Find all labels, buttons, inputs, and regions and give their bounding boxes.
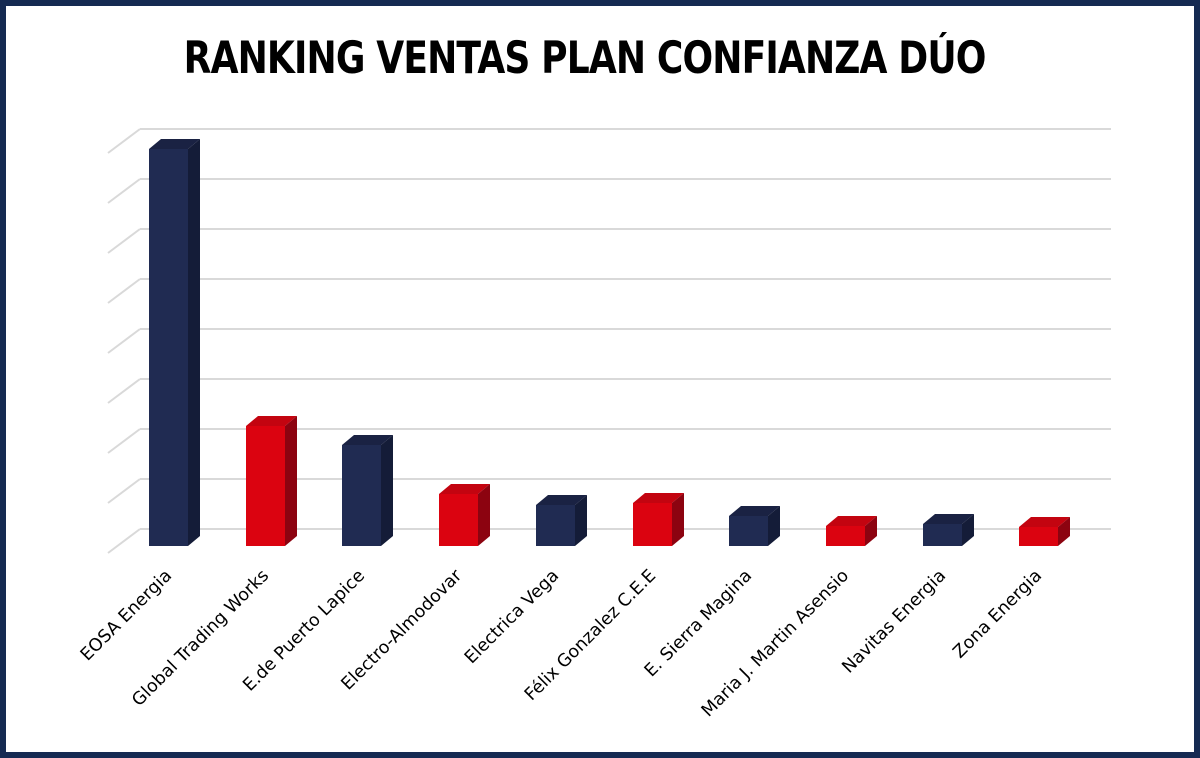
gridline-depth-tick bbox=[107, 328, 141, 354]
bar-e-de-puerto-lapice-side bbox=[381, 435, 393, 546]
x-axis-label-global-trading-works: Global Trading Works bbox=[127, 565, 273, 711]
bar-electro-almodovar bbox=[439, 494, 478, 546]
gridline bbox=[140, 328, 1111, 330]
bar-e-sierra-magina-side bbox=[768, 506, 780, 546]
bar-eosa-energia-top bbox=[149, 139, 200, 149]
bar-global-trading-works-side bbox=[285, 416, 297, 546]
x-axis-label-eosa-energia: EOSA Energia bbox=[76, 565, 176, 666]
bar-zona-energia-top bbox=[1019, 517, 1070, 527]
bar-e-de-puerto-lapice bbox=[342, 445, 381, 546]
bar-global-trading-works-top bbox=[246, 416, 297, 426]
gridline bbox=[140, 428, 1111, 430]
bar-navitas-energia bbox=[923, 524, 962, 546]
bar-electrica-vega-top bbox=[536, 495, 587, 505]
bar-navitas-energia-top bbox=[923, 514, 974, 524]
bar-electrica-vega-side bbox=[575, 495, 587, 546]
gridline bbox=[140, 228, 1111, 230]
chart-title: RANKING VENTAS PLAN CONFIANZA DÚO bbox=[6, 32, 1164, 84]
bar-maria-j-martin-asensio-side bbox=[865, 516, 877, 546]
chart-plot-area: EOSA Energia Global Trading Works E.de Pue… bbox=[6, 6, 1194, 752]
gridline-depth-tick bbox=[107, 278, 141, 304]
bar-maria-j-martin-asensio bbox=[826, 526, 865, 546]
bar-electro-almodovar-side bbox=[478, 484, 490, 546]
x-axis-label-e-sierra-magina: E. Sierra Magina bbox=[640, 565, 756, 682]
bar-eosa-energia-side bbox=[188, 139, 200, 546]
x-axis-label-e-de-puerto-lapice: E.de Puerto Lapice bbox=[238, 565, 369, 696]
gridline-depth-tick bbox=[107, 228, 141, 254]
bar-e-sierra-magina bbox=[729, 516, 768, 546]
x-axis-label-navitas-energia: Navitas Energia bbox=[837, 565, 950, 678]
bar-maria-j-martin-asensio-top bbox=[826, 516, 877, 526]
bar-eosa-energia bbox=[149, 149, 188, 546]
x-axis-label-electro-almodovar: Electro-Almodovar bbox=[337, 565, 466, 695]
bar-global-trading-works bbox=[246, 426, 285, 546]
gridline-depth-tick bbox=[107, 378, 141, 404]
gridline bbox=[140, 278, 1111, 280]
bar-navitas-energia-side bbox=[962, 514, 974, 546]
bar-felix-gonzalez-c-e-e-top bbox=[633, 493, 684, 503]
bar-felix-gonzalez-c-e-e-side bbox=[672, 493, 684, 546]
gridline-depth-tick bbox=[107, 478, 141, 504]
gridline-depth-tick bbox=[107, 428, 141, 454]
gridline bbox=[140, 478, 1111, 480]
gridline bbox=[140, 378, 1111, 380]
bar-e-de-puerto-lapice-top bbox=[342, 435, 393, 445]
x-axis-label-zona-energia: Zona Energia bbox=[948, 565, 1046, 663]
gridline bbox=[140, 128, 1111, 130]
gridline-depth-tick bbox=[107, 178, 141, 204]
gridline-depth-tick bbox=[107, 528, 141, 554]
gridline bbox=[140, 178, 1111, 180]
bar-electrica-vega bbox=[536, 505, 575, 546]
x-axis-label-maria-j-martin-asensio: Maria J. Martin Asensio bbox=[697, 565, 853, 722]
bar-e-sierra-magina-top bbox=[729, 506, 780, 516]
bar-zona-energia bbox=[1019, 527, 1058, 546]
chart-title-text: RANKING VENTAS PLAN CONFIANZA DÚO bbox=[184, 32, 987, 84]
gridline bbox=[140, 528, 1111, 530]
bar-electro-almodovar-top bbox=[439, 484, 490, 494]
x-axis-label-felix-gonzalez-c-e-e: Félix Gonzalez C.E.E bbox=[520, 565, 660, 705]
bar-felix-gonzalez-c-e-e bbox=[633, 503, 672, 546]
gridline-depth-tick bbox=[107, 128, 141, 154]
x-axis-label-electrica-vega: Electrica Vega bbox=[460, 565, 563, 669]
